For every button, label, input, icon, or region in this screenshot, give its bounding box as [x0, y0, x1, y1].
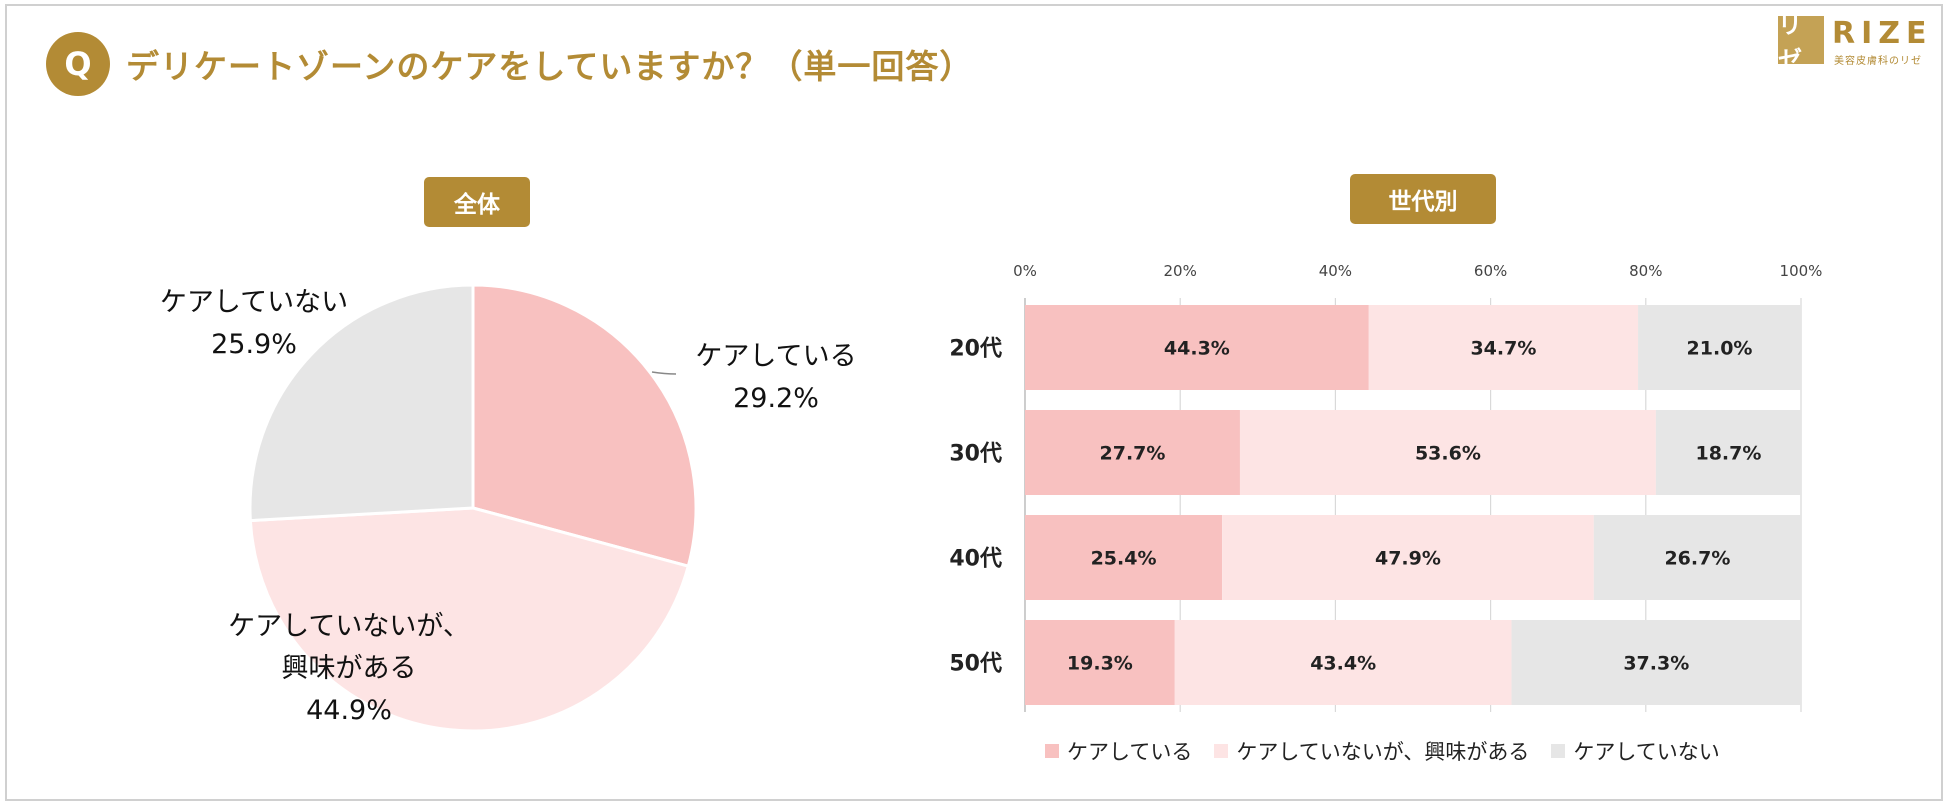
legend-item-care: ケアしている: [1045, 736, 1192, 766]
pie-slice-interested-no-care: [248, 506, 691, 733]
bar-value-label: 43.4%: [1310, 653, 1376, 675]
bar-segment-no-care: [1593, 515, 1801, 600]
pie-label-text: ケアしていない: [159, 287, 349, 318]
question-badge: Q: [46, 32, 110, 96]
bar-value-label: 26.7%: [1664, 548, 1730, 570]
pie-label-no-care: ケアしていない 25.9%: [134, 282, 374, 366]
logo-name: RIZE: [1832, 16, 1933, 51]
category-label: 40代: [949, 547, 1002, 572]
category-label: 30代: [949, 442, 1002, 467]
bar-segment-interested-no-care: [1368, 305, 1639, 390]
pie-label-text: ケアしている: [695, 341, 857, 372]
bar-segment-care: [1025, 410, 1240, 495]
slide-frame: [5, 4, 1943, 801]
x-tick-label: 100%: [1780, 262, 1823, 280]
x-tick-label: 40%: [1319, 262, 1352, 280]
pie-slice-no-care: [248, 283, 475, 523]
bar-value-label: 34.7%: [1470, 338, 1536, 360]
x-tick-label: 0%: [1013, 262, 1037, 280]
bar-value-label: 47.9%: [1375, 548, 1441, 570]
bar-value-label: 53.6%: [1415, 443, 1481, 465]
brand-logo: リゼ RIZE 美容皮膚科のリゼ: [1778, 11, 1928, 74]
bar-segment-no-care: [1511, 620, 1801, 705]
legend-label: ケアしていないが、興味がある: [1236, 740, 1530, 764]
x-tick-label: 60%: [1474, 262, 1507, 280]
pie-label-text: 興味がある: [281, 652, 417, 684]
bar-value-label: 44.3%: [1164, 338, 1230, 360]
page-title: デリケートゾーンのケアをしていますか？（単一回答）: [126, 47, 974, 86]
pie-value-label: 29.2%: [733, 382, 819, 414]
pie-leader-line: [651, 371, 677, 375]
section-generation-label: 世代別: [1350, 174, 1496, 224]
chart-legend: ケアしている ケアしていないが、興味がある ケアしていない: [1045, 736, 1742, 766]
bar-segment-interested-no-care: [1174, 620, 1512, 705]
pie-label-care: ケアしている 29.2%: [686, 336, 866, 420]
pie-value-label: 44.9%: [306, 694, 392, 726]
bar-segment-interested-no-care: [1222, 515, 1594, 600]
bar-segment-care: [1025, 620, 1175, 705]
bar-value-label: 18.7%: [1695, 443, 1761, 465]
bar-value-label: 27.7%: [1100, 443, 1166, 465]
legend-label: ケアしている: [1067, 740, 1193, 764]
pie-slice-care: [471, 283, 698, 569]
bar-segment-care: [1025, 305, 1369, 390]
category-label: 50代: [949, 652, 1002, 677]
x-tick-label: 20%: [1164, 262, 1197, 280]
legend-label: ケアしていない: [1573, 740, 1720, 764]
legend-swatch-icon: [1045, 744, 1059, 758]
logo-subtitle: 美容皮膚科のリゼ: [1834, 56, 1922, 67]
legend-item-no-care: ケアしていない: [1551, 736, 1720, 766]
section-overall-label: 全体: [424, 177, 530, 227]
legend-swatch-icon: [1214, 744, 1229, 758]
legend-item-interested-no-care: ケアしていないが、興味がある: [1214, 736, 1529, 766]
category-label: 20代: [949, 337, 1002, 362]
bar-value-label: 19.3%: [1067, 653, 1133, 675]
pie-label-text: ケアしていないが、: [228, 611, 470, 642]
logo-mark-icon: リゼ: [1778, 11, 1824, 74]
x-tick-label: 80%: [1629, 262, 1662, 280]
pie-label-interested-no-care: ケアしていないが、 興味がある 44.9%: [214, 606, 484, 732]
bar-value-label: 21.0%: [1687, 338, 1753, 360]
bar-segment-care: [1025, 515, 1223, 600]
bar-segment-interested-no-care: [1239, 410, 1656, 495]
bar-value-label: 25.4%: [1091, 548, 1157, 570]
pie-value-label: 25.9%: [211, 328, 297, 360]
bar-value-label: 37.3%: [1623, 653, 1689, 675]
legend-swatch-icon: [1551, 744, 1566, 758]
bar-segment-no-care: [1638, 305, 1801, 390]
bar-segment-no-care: [1655, 410, 1801, 495]
